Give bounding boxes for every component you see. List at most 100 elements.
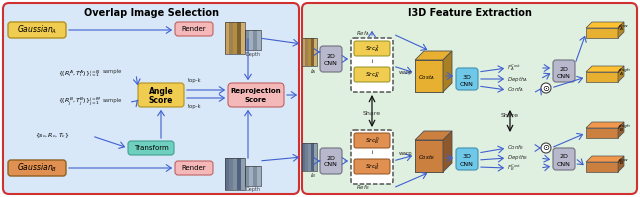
- Bar: [229, 22, 233, 54]
- Text: $\{(R_i^A,T_i^A)\}_{i=1}^{i=N}$: $\{(R_i^A,T_i^A)\}_{i=1}^{i=N}$: [58, 69, 102, 79]
- Text: $f_A^{high}$: $f_A^{high}$: [617, 66, 631, 78]
- Bar: [415, 140, 443, 172]
- Text: $Ref_A$: $Ref_A$: [356, 30, 370, 38]
- FancyBboxPatch shape: [553, 148, 575, 170]
- Text: $\mathit{Gaussian}_B$: $\mathit{Gaussian}_B$: [17, 162, 57, 174]
- Polygon shape: [586, 122, 624, 128]
- Bar: [302, 143, 305, 171]
- Text: $\{s_c,R_c,T_c\}$: $\{s_c,R_c,T_c\}$: [35, 132, 69, 140]
- Text: $\odot$: $\odot$: [542, 143, 550, 152]
- Bar: [233, 22, 237, 54]
- FancyBboxPatch shape: [351, 38, 393, 92]
- Polygon shape: [618, 122, 624, 138]
- Text: I3D Feature Extraction: I3D Feature Extraction: [408, 8, 532, 18]
- Bar: [308, 38, 311, 66]
- Polygon shape: [415, 131, 452, 140]
- FancyBboxPatch shape: [8, 22, 66, 38]
- FancyBboxPatch shape: [456, 148, 478, 170]
- Bar: [415, 60, 443, 92]
- Bar: [225, 22, 229, 54]
- Bar: [249, 166, 253, 186]
- Bar: [305, 38, 308, 66]
- Text: warp: warp: [399, 70, 413, 74]
- Text: i: i: [371, 59, 372, 63]
- Text: $Src_A^n$: $Src_A^n$: [365, 70, 380, 80]
- Text: $Src_B^0$: $Src_B^0$: [365, 136, 380, 146]
- FancyBboxPatch shape: [456, 68, 478, 90]
- Bar: [257, 166, 261, 186]
- Text: 3D: 3D: [463, 154, 472, 160]
- Bar: [586, 72, 618, 82]
- Polygon shape: [443, 51, 452, 92]
- Text: $Cost_A$: $Cost_A$: [418, 73, 435, 83]
- Text: top-k: top-k: [188, 103, 202, 109]
- Polygon shape: [586, 156, 624, 162]
- Text: Transform: Transform: [134, 145, 168, 151]
- Text: top-k: top-k: [188, 77, 202, 83]
- Text: $F_A^{Cost}$: $F_A^{Cost}$: [507, 63, 521, 73]
- Bar: [245, 166, 249, 186]
- Text: warp: warp: [399, 151, 413, 155]
- Text: $Depth_A$: $Depth_A$: [507, 74, 528, 84]
- Text: $f_B^{high}$: $f_B^{high}$: [617, 122, 631, 134]
- FancyBboxPatch shape: [8, 160, 66, 176]
- FancyBboxPatch shape: [553, 60, 575, 82]
- FancyBboxPatch shape: [175, 161, 213, 175]
- Bar: [314, 38, 317, 66]
- Text: Render: Render: [182, 165, 206, 171]
- Polygon shape: [618, 156, 624, 172]
- Text: CNN: CNN: [557, 73, 571, 78]
- Bar: [249, 30, 253, 50]
- Bar: [314, 143, 317, 171]
- Bar: [237, 22, 241, 54]
- Text: Reprojection: Reprojection: [230, 88, 282, 94]
- Bar: [311, 143, 314, 171]
- Polygon shape: [415, 51, 452, 60]
- FancyBboxPatch shape: [354, 133, 390, 148]
- FancyBboxPatch shape: [354, 41, 390, 56]
- Text: 3D: 3D: [463, 74, 472, 80]
- FancyBboxPatch shape: [354, 159, 390, 174]
- FancyBboxPatch shape: [138, 83, 184, 107]
- Polygon shape: [586, 22, 624, 28]
- Text: 2D: 2D: [326, 54, 335, 59]
- Bar: [233, 158, 237, 190]
- Bar: [586, 162, 618, 172]
- Bar: [229, 158, 233, 190]
- Text: Share: Share: [501, 112, 519, 117]
- FancyBboxPatch shape: [128, 141, 174, 155]
- Bar: [257, 30, 261, 50]
- Bar: [237, 158, 241, 190]
- Bar: [586, 28, 618, 38]
- Text: $f_B^{low}$: $f_B^{low}$: [617, 157, 629, 167]
- Text: CNN: CNN: [324, 60, 338, 65]
- Bar: [302, 143, 317, 171]
- Polygon shape: [443, 131, 452, 172]
- Text: $F_B^{Cost}$: $F_B^{Cost}$: [507, 163, 521, 173]
- Text: $Ref_B$: $Ref_B$: [356, 184, 370, 192]
- Bar: [253, 30, 257, 50]
- FancyBboxPatch shape: [228, 83, 284, 107]
- FancyBboxPatch shape: [320, 46, 342, 72]
- Text: Angle: Angle: [148, 86, 173, 96]
- Text: 2D: 2D: [559, 154, 568, 160]
- Text: 2D: 2D: [326, 155, 335, 161]
- Text: CNN: CNN: [460, 82, 474, 86]
- Text: $Conf_A$: $Conf_A$: [507, 85, 524, 94]
- Text: Depth: Depth: [246, 188, 260, 192]
- Bar: [245, 30, 249, 50]
- Polygon shape: [586, 66, 624, 72]
- Text: Score: Score: [245, 97, 267, 103]
- Circle shape: [541, 143, 551, 153]
- Text: $I_A$: $I_A$: [310, 68, 316, 76]
- Text: sample: sample: [102, 98, 122, 102]
- Circle shape: [541, 83, 551, 93]
- Bar: [308, 143, 311, 171]
- Polygon shape: [618, 66, 624, 82]
- Bar: [302, 38, 305, 66]
- Text: CNN: CNN: [460, 162, 474, 166]
- Bar: [241, 22, 245, 54]
- Bar: [302, 38, 317, 66]
- Bar: [415, 140, 443, 172]
- Text: $Cost_B$: $Cost_B$: [418, 153, 435, 163]
